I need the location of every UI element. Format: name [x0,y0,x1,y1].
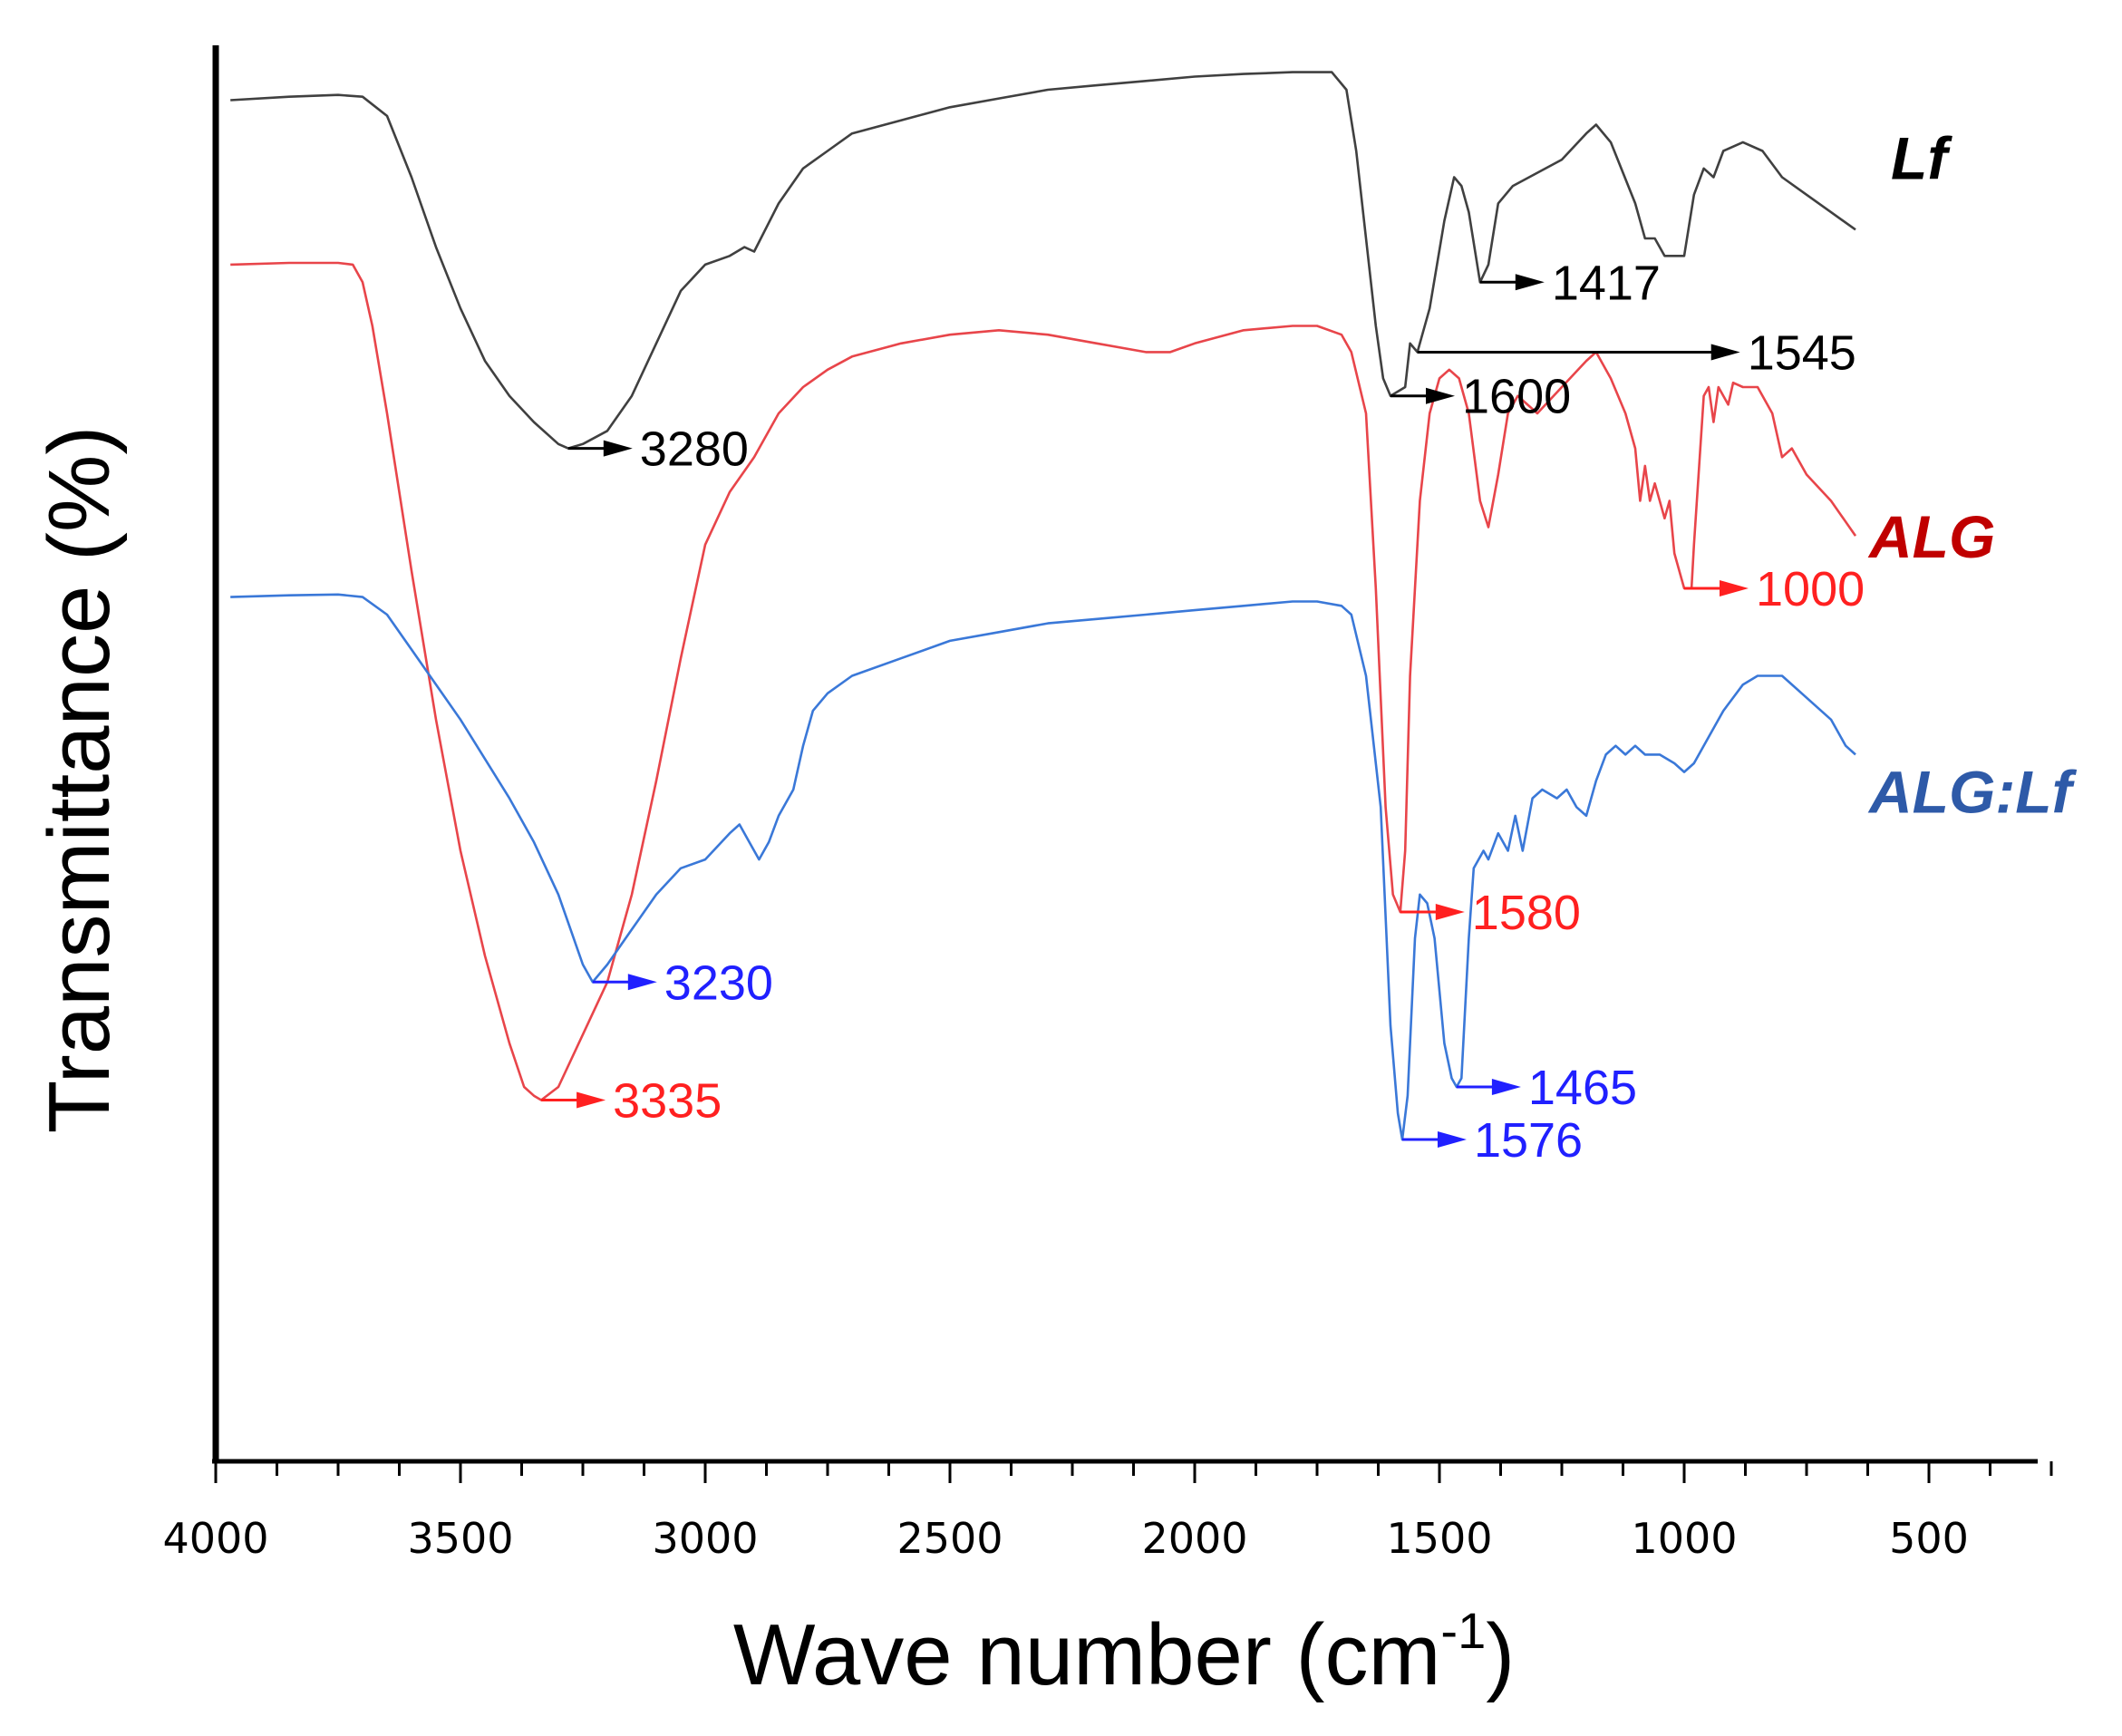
peak-annotation-1580: 1580 [1400,886,1581,940]
annotation-label: 1545 [1748,325,1856,380]
annotation-label: 3280 [640,422,749,477]
series-label-alg: ALG [1867,503,1995,570]
annotation-arrow-head [577,1091,606,1109]
x-axis-title: Wave number (cm-1) [733,1602,1515,1703]
x-axis-title-superscript: -1 [1440,1602,1486,1659]
series-line-alg-lf [230,593,1856,1141]
annotation-arrow-head [1435,904,1465,921]
peak-annotation-1417: 1417 [1479,256,1661,310]
annotation-label: 1465 [1528,1061,1637,1115]
series-line-alg [230,261,1857,1101]
plot-area [230,71,1857,1141]
x-tick-label: 2500 [896,1514,1003,1563]
annotation-arrow-head [1710,344,1740,361]
annotation-label: 1000 [1756,562,1865,616]
annotation-label: 3230 [664,955,773,1010]
peak-annotation-1600: 1600 [1390,370,1571,424]
peak-annotation-1545: 1545 [1417,325,1856,380]
x-tick-label: 500 [1889,1514,1969,1563]
annotation-label: 1417 [1552,256,1661,310]
series-line-lf [230,71,1856,450]
peak-annotation-1576: 1576 [1401,1113,1583,1168]
x-axis-title-close: ) [1486,1606,1515,1703]
annotation-arrow-head [1720,580,1749,596]
annotation-arrow-head [603,440,633,457]
y-axis-title: Transmittance (%) [31,426,128,1134]
x-tick-label: 3000 [652,1514,758,1563]
series-label-lf: Lf [1891,124,1952,191]
peak-annotation-3335: 3335 [541,1074,722,1129]
x-tick-label: 1500 [1386,1514,1492,1563]
axes: 4000 3500 3000 2500 2000 1500 1000 500 [162,45,2053,1563]
annotation-label: 3335 [613,1074,722,1129]
annotation-arrow-head [1437,1130,1467,1148]
annotation-arrow-head [1491,1079,1521,1096]
peak-annotation-3280: 3280 [567,422,749,477]
series-label-alg-lf: ALG:Lf [1867,758,2078,825]
annotation-label: 1580 [1472,886,1581,940]
annotation-arrow-head [1426,387,1455,404]
x-tick-label: 4000 [162,1514,268,1563]
x-tick-labels: 4000 3500 3000 2500 2000 1500 1000 500 [162,1514,1968,1563]
x-tick-label: 1000 [1631,1514,1737,1563]
peak-annotation-1000: 1000 [1684,562,1865,616]
annotation-label: 1600 [1462,370,1571,424]
peak-annotation-3230: 3230 [592,955,773,1010]
annotation-label: 1576 [1474,1113,1583,1168]
annotation-arrow-head [1515,274,1545,291]
x-tick-label: 2000 [1141,1514,1247,1563]
x-axis-title-main: Wave number (cm [733,1606,1441,1703]
peak-annotation-1465: 1465 [1456,1061,1637,1115]
series-labels: Lf ALG ALG:Lf [1867,124,2078,825]
x-ticks [214,1461,2053,1483]
x-tick-label: 3500 [407,1514,513,1563]
annotation-arrow-head [627,974,657,991]
